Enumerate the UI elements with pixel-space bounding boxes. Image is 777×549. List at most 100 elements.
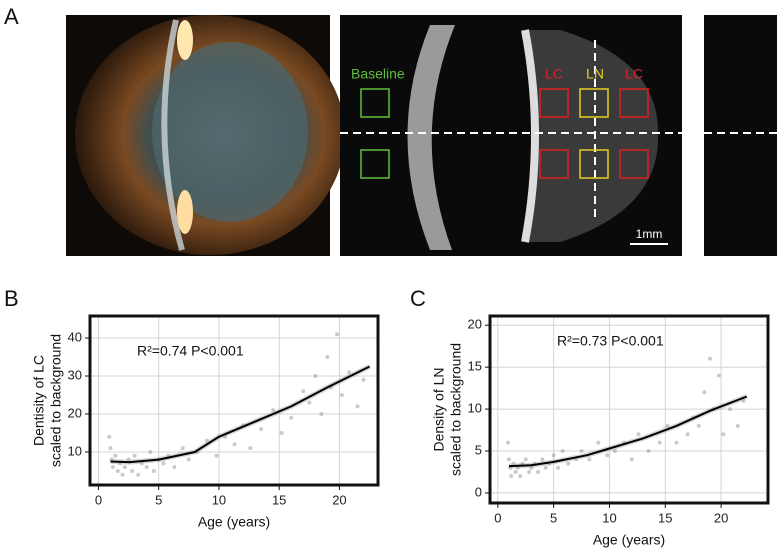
plot-frame bbox=[88, 314, 380, 487]
data-point bbox=[613, 449, 618, 454]
y-tick-label: 20 bbox=[68, 405, 82, 420]
data-point bbox=[301, 389, 306, 394]
data-point bbox=[335, 332, 340, 337]
data-point bbox=[527, 469, 532, 474]
data-point bbox=[629, 457, 634, 462]
data-point bbox=[685, 432, 690, 437]
data-point bbox=[551, 453, 556, 458]
y-tick-label: 10 bbox=[468, 401, 482, 416]
y-tick-label: 15 bbox=[468, 359, 482, 374]
data-point bbox=[115, 468, 120, 473]
data-point bbox=[319, 411, 324, 416]
data-point bbox=[566, 461, 571, 466]
y-axis-label: scaled to background bbox=[48, 334, 64, 467]
data-point bbox=[506, 457, 511, 462]
y-axis-label: Density of LN bbox=[431, 367, 447, 451]
data-point bbox=[505, 440, 510, 445]
data-point bbox=[289, 415, 294, 420]
data-point bbox=[721, 432, 726, 437]
data-point bbox=[132, 453, 137, 458]
roi-label: LN bbox=[586, 66, 604, 82]
data-point bbox=[271, 408, 276, 413]
roi-label: Baseline bbox=[351, 66, 405, 82]
data-point bbox=[355, 404, 360, 409]
y-axis-label: scaled to background bbox=[448, 343, 464, 476]
x-tick-label: 20 bbox=[332, 492, 346, 507]
data-point bbox=[361, 377, 366, 382]
roi-boxes bbox=[360, 88, 649, 179]
data-point bbox=[339, 392, 344, 397]
data-point bbox=[307, 400, 312, 405]
x-tick-label: 20 bbox=[714, 510, 728, 525]
fit-line bbox=[508, 395, 748, 468]
roi-label: LC bbox=[625, 66, 643, 82]
data-point bbox=[151, 468, 156, 473]
data-point bbox=[144, 465, 149, 470]
y-tick-label: 30 bbox=[68, 367, 82, 382]
data-point bbox=[248, 446, 253, 451]
annotation: R²=0.73 P<0.001 bbox=[557, 333, 664, 349]
data-point bbox=[579, 449, 584, 454]
data-point bbox=[735, 423, 740, 428]
data-point bbox=[110, 465, 115, 470]
panel-letter: A bbox=[4, 4, 19, 29]
oct-image-crop bbox=[704, 15, 777, 256]
data-point bbox=[232, 442, 237, 447]
data-point bbox=[113, 453, 118, 458]
data-point bbox=[716, 373, 721, 378]
data-point bbox=[556, 465, 561, 470]
y-tick-label: 20 bbox=[468, 317, 482, 332]
data-point bbox=[325, 355, 330, 360]
x-tick-label: 15 bbox=[658, 510, 672, 525]
data-point bbox=[136, 472, 141, 477]
data-point bbox=[596, 440, 601, 445]
data-point bbox=[313, 374, 318, 379]
data-point bbox=[279, 430, 284, 435]
plot-frame bbox=[488, 314, 770, 505]
data-point bbox=[259, 427, 264, 432]
data-point bbox=[347, 370, 352, 375]
data-point bbox=[130, 468, 135, 473]
x-tick-label: 5 bbox=[550, 510, 557, 525]
data-point bbox=[587, 457, 592, 462]
data-point bbox=[536, 469, 541, 474]
data-point bbox=[122, 465, 127, 470]
fit-band bbox=[508, 394, 748, 469]
data-point bbox=[543, 465, 548, 470]
data-point bbox=[126, 457, 131, 462]
data-point bbox=[560, 449, 565, 454]
data-point bbox=[108, 446, 113, 451]
x-tick-label: 15 bbox=[272, 492, 286, 507]
data-point bbox=[646, 449, 651, 454]
y-tick-label: 0 bbox=[475, 484, 482, 499]
y-tick-label: 5 bbox=[475, 442, 482, 457]
data-point bbox=[511, 461, 516, 466]
data-point bbox=[707, 356, 712, 361]
roi-label: LC bbox=[545, 66, 563, 82]
data-point bbox=[161, 461, 166, 466]
data-point bbox=[540, 457, 545, 462]
x-axis-label: Age (years) bbox=[198, 514, 270, 530]
data-point bbox=[120, 472, 125, 477]
data-point bbox=[222, 434, 227, 439]
oct-image bbox=[340, 15, 682, 256]
data-point bbox=[148, 449, 153, 454]
data-point bbox=[139, 461, 144, 466]
x-tick-label: 10 bbox=[212, 492, 226, 507]
data-point bbox=[636, 432, 641, 437]
data-point bbox=[523, 457, 528, 462]
data-point bbox=[702, 390, 707, 395]
data-point bbox=[214, 453, 219, 458]
y-tick-label: 40 bbox=[68, 329, 82, 344]
data-point bbox=[107, 434, 112, 439]
y-tick-label: 10 bbox=[68, 443, 82, 458]
data-point bbox=[513, 469, 518, 474]
x-tick-label: 0 bbox=[494, 510, 501, 525]
data-point bbox=[180, 446, 185, 451]
data-point bbox=[529, 465, 534, 470]
scale-bar-label: 1mm bbox=[636, 227, 663, 241]
data-point bbox=[741, 398, 746, 403]
fit-line bbox=[110, 365, 371, 464]
data-point bbox=[696, 423, 701, 428]
